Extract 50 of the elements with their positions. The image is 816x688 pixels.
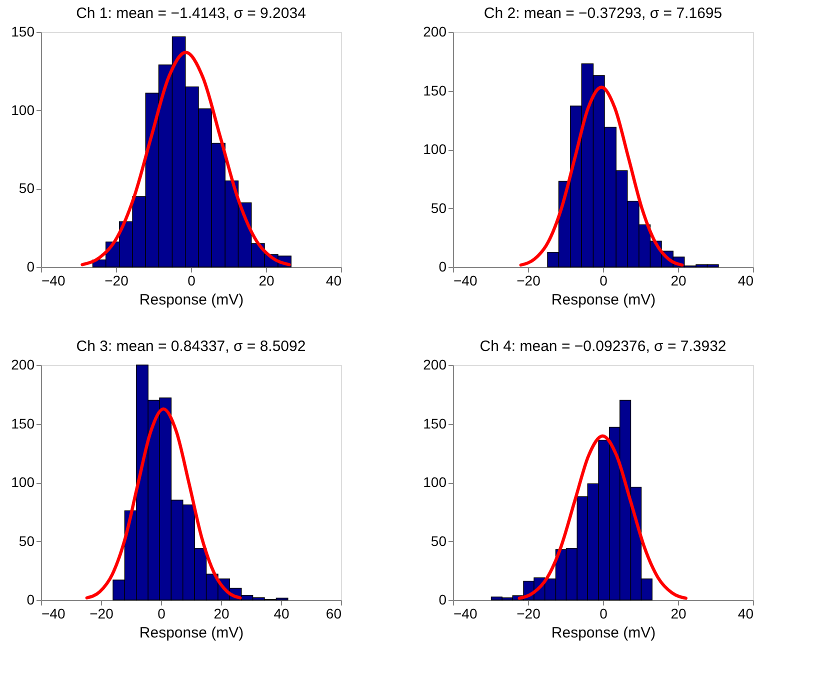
x-tick-label: −40 xyxy=(454,606,478,622)
line-series xyxy=(80,50,291,266)
x-tick-label: −20 xyxy=(516,272,541,288)
x-tick-label: 20 xyxy=(670,272,686,288)
x-tick-label: 0 xyxy=(600,272,608,288)
x-tick-label: 40 xyxy=(738,606,754,622)
y-tick-label: 100 xyxy=(11,474,35,490)
x-tick-label: 20 xyxy=(670,606,686,622)
x-axis-title: Response (mV) xyxy=(139,292,244,308)
y-tick-label: 50 xyxy=(18,180,35,196)
y-tick-label: 0 xyxy=(26,258,35,274)
y-tick-label: 200 xyxy=(423,24,447,40)
x-tick-label: −20 xyxy=(516,606,541,622)
x-tick-label: 40 xyxy=(274,606,290,622)
x-tick-label: 40 xyxy=(326,272,342,288)
y-tick-label: 50 xyxy=(18,532,35,549)
y-tick-label: 150 xyxy=(423,415,447,432)
x-tick-label: 0 xyxy=(600,606,608,622)
line-series xyxy=(519,86,684,267)
x-tick-label: −40 xyxy=(42,272,66,288)
y-tick-label: 200 xyxy=(11,356,35,372)
x-tick-label: 40 xyxy=(738,272,754,288)
y-tick-label: 0 xyxy=(438,592,447,608)
chart-title: Ch 3: mean = 0.84337, σ = 8.5092 xyxy=(76,338,306,355)
x-axis-title: Response (mV) xyxy=(139,624,244,642)
x-tick-label: 60 xyxy=(326,606,342,622)
y-tick-label: 150 xyxy=(11,415,35,432)
y-tick-label: 0 xyxy=(438,258,447,274)
y-tick-label: 100 xyxy=(11,102,35,118)
y-tick-label: 150 xyxy=(11,24,35,40)
y-tick-label: 150 xyxy=(423,82,447,98)
y-tick-label: 100 xyxy=(423,474,447,490)
y-tick-label: 100 xyxy=(423,141,447,157)
y-tick-label: 200 xyxy=(423,356,447,372)
chart-title: Ch 1: mean = −1.4143, σ = 9.2034 xyxy=(76,5,306,22)
x-tick-label: 20 xyxy=(214,606,230,622)
chart-title: Ch 2: mean = −0.37293, σ = 7.1695 xyxy=(484,5,722,22)
x-tick-label: 20 xyxy=(258,272,274,288)
x-axis-title: Response (mV) xyxy=(551,624,656,642)
y-tick-label: 50 xyxy=(430,532,447,549)
x-tick-label: 0 xyxy=(158,606,166,622)
y-tick-label: 0 xyxy=(26,592,35,608)
x-tick-label: −20 xyxy=(90,606,114,622)
y-tick-label: 50 xyxy=(430,200,447,216)
chart-title: Ch 4: mean = −0.092376, σ = 7.3932 xyxy=(480,338,726,355)
x-tick-label: −40 xyxy=(454,272,478,288)
x-tick-label: −20 xyxy=(104,272,129,288)
x-tick-label: 0 xyxy=(188,272,196,288)
x-tick-label: −40 xyxy=(42,606,66,622)
x-axis-title: Response (mV) xyxy=(551,292,656,308)
